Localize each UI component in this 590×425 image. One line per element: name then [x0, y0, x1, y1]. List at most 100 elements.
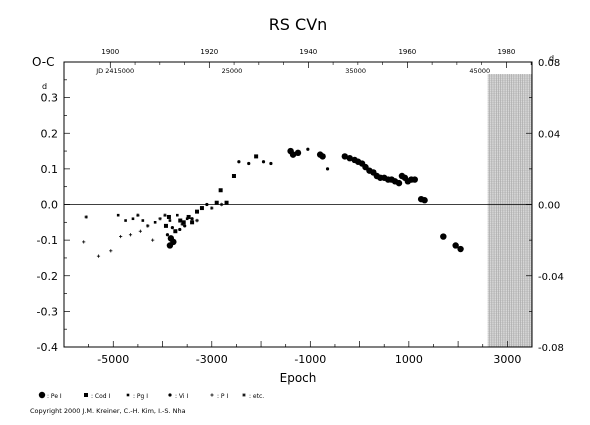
- data-point: [141, 219, 145, 222]
- data-point: [166, 214, 171, 219]
- legend-marker: [84, 393, 88, 397]
- data-point: [185, 217, 189, 221]
- data-point: [178, 218, 183, 223]
- data-point: [128, 233, 133, 237]
- shaded-region-fill: [487, 74, 532, 347]
- data-point: [341, 153, 348, 160]
- data-point: [176, 213, 179, 217]
- top-year-label: 1960: [398, 48, 416, 56]
- data-point: [440, 233, 447, 240]
- legend-label: : Vi I: [175, 393, 188, 400]
- data-point: [163, 223, 168, 228]
- data-point: [84, 215, 88, 219]
- y-axis-label: O-C: [32, 55, 55, 69]
- legend-marker: [242, 393, 246, 397]
- data-point: [269, 161, 273, 166]
- legend-marker: [38, 391, 46, 399]
- legend-label: : P I: [217, 393, 228, 400]
- x-tick-label: 3000: [493, 353, 521, 366]
- star-stroke: [210, 206, 214, 210]
- data-point: [180, 222, 185, 226]
- data-point: [261, 160, 266, 164]
- top-year-label: 1900: [101, 48, 119, 56]
- y-left-tick-label: -0.1: [37, 234, 58, 247]
- y-left-tick-label: -0.2: [37, 270, 58, 283]
- legend-label: : Cod I: [91, 393, 111, 400]
- legend-marker: [126, 393, 130, 397]
- data-point: [346, 154, 353, 162]
- data-point: [237, 160, 241, 164]
- data-point: [124, 219, 127, 222]
- data-point: [247, 161, 251, 166]
- data-point: [119, 234, 123, 239]
- data-point: [190, 220, 195, 225]
- jd-label: 45000: [469, 67, 490, 75]
- x-axis-label: Epoch: [280, 371, 317, 385]
- y-right-tick-label: 0.08: [538, 58, 560, 69]
- data-point: [195, 209, 200, 214]
- data-point: [158, 216, 162, 221]
- y-left-tick-label: -0.3: [37, 305, 58, 318]
- data-point: [168, 219, 172, 222]
- x-tick-label: -1000: [294, 353, 326, 366]
- top-year-label: 1940: [299, 48, 317, 56]
- data-point: [82, 240, 86, 244]
- data-point: [421, 197, 428, 204]
- legend-label: : etc.: [249, 393, 264, 400]
- data-point: [411, 176, 418, 183]
- x-tick-label: 1000: [395, 353, 423, 366]
- data-point: [151, 238, 155, 242]
- top-year-axis-labels: 190019201940196019802000JD 2415000250003…: [95, 48, 515, 75]
- data-point: [205, 202, 209, 207]
- data-point: [195, 218, 199, 223]
- top-year-label: 1920: [200, 48, 218, 56]
- data-point: [153, 221, 157, 224]
- data-point: [183, 224, 187, 228]
- data-point: [319, 153, 326, 160]
- data-point: [131, 217, 135, 221]
- data-point: [138, 229, 142, 233]
- data-point: [163, 213, 167, 217]
- top-year-label: 1980: [497, 48, 515, 56]
- data-point: [214, 200, 219, 205]
- data-point: [199, 206, 204, 211]
- star-stroke: [163, 213, 167, 217]
- data-point: [209, 206, 214, 210]
- jd-label: 25000: [222, 67, 243, 75]
- x-tick-label: -3000: [196, 353, 228, 366]
- data-point: [325, 167, 330, 171]
- data-point: [145, 224, 150, 228]
- data-point: [181, 220, 186, 225]
- data-point: [289, 151, 297, 158]
- data-point: [254, 154, 259, 159]
- data-point: [96, 254, 101, 258]
- jd-label: JD 2415000: [95, 67, 134, 75]
- y-right-tick-label: -0.04: [538, 272, 564, 283]
- y-left-tick-label: 0.1: [41, 163, 59, 176]
- data-point: [306, 147, 310, 151]
- data-point: [218, 188, 223, 193]
- legend-marker: [168, 393, 172, 397]
- shaded-future-region: [487, 74, 532, 347]
- data-point: [173, 229, 178, 234]
- data-point: [452, 242, 459, 249]
- data-point: [190, 217, 194, 221]
- star-stroke: [158, 217, 162, 221]
- star-stroke: [146, 224, 150, 228]
- y-right-tick-label: -0.08: [538, 343, 564, 354]
- data-point: [186, 214, 191, 219]
- data-point: [294, 149, 302, 157]
- data-point: [457, 245, 464, 253]
- y-axis-unit-left: d: [42, 82, 47, 91]
- data-point: [395, 179, 403, 187]
- star-stroke: [84, 215, 88, 219]
- y-axis-unit-right: d: [549, 54, 554, 63]
- plot-tick-labels: -5000 -3000 -1000 1000 3000 0.3 0.2 0.1 0.0 -0.1 -…: [37, 58, 564, 366]
- chart-title: RS CVn: [269, 15, 328, 34]
- data-point: [116, 213, 120, 217]
- star-stroke: [136, 213, 140, 217]
- star-stroke: [220, 202, 224, 207]
- data-point: [165, 233, 170, 237]
- data-point: [219, 202, 224, 207]
